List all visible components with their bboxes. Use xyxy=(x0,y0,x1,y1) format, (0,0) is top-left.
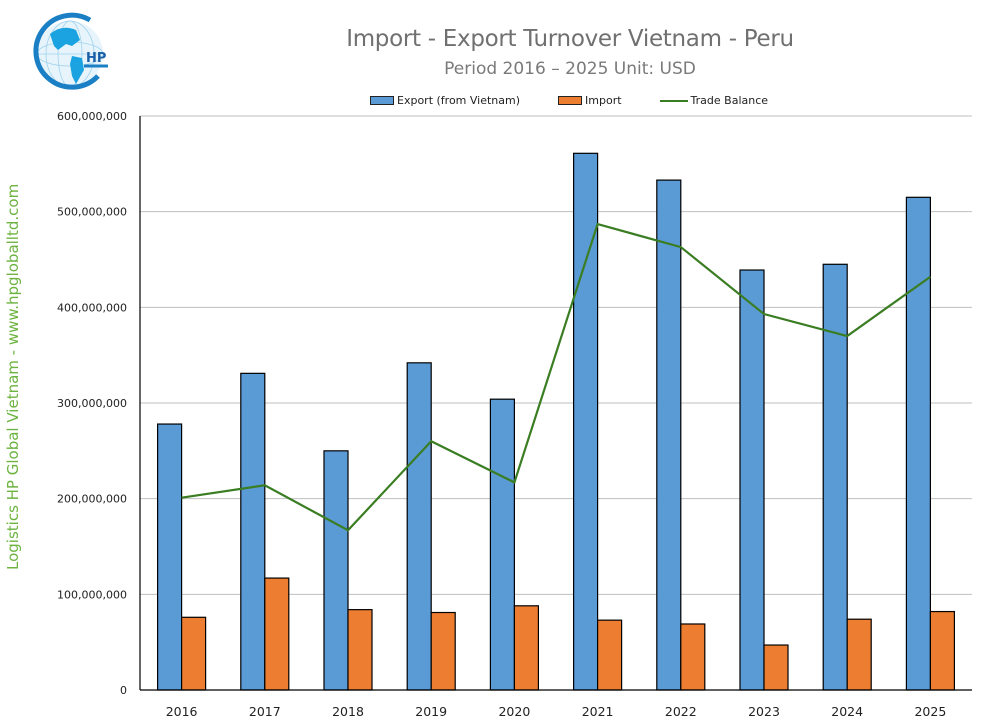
export-bar xyxy=(822,263,848,691)
chart-subtitle: Period 2016 – 2025 Unit: USD xyxy=(444,59,696,79)
import-bar xyxy=(596,619,623,691)
import-bar xyxy=(347,609,373,691)
legend-item-import: Import xyxy=(558,94,622,107)
export-bar xyxy=(656,179,682,691)
chart-legend: Export (from Vietnam) Import Trade Balan… xyxy=(370,94,806,107)
export-bar xyxy=(489,398,515,691)
import-bar xyxy=(846,618,872,691)
y-tick-label: 500,000,000 xyxy=(57,206,127,219)
legend-item-export: Export (from Vietnam) xyxy=(370,94,520,107)
import-bar xyxy=(929,610,956,691)
x-tick-label: 2023 xyxy=(748,704,780,719)
import-bar xyxy=(680,623,706,691)
legend-item-trade-balance: Trade Balance xyxy=(659,94,769,107)
x-tick-label: 2022 xyxy=(665,704,697,719)
y-tick-label: 100,000,000 xyxy=(57,588,127,601)
logo-text: HP xyxy=(86,51,106,66)
export-bar xyxy=(240,372,266,691)
import-swatch xyxy=(558,96,583,105)
x-tick-label: 2021 xyxy=(582,704,614,719)
y-tick-label: 400,000,000 xyxy=(57,301,127,314)
trade-balance-swatch xyxy=(659,99,688,102)
y-tick-label: 600,000,000 xyxy=(57,110,127,123)
y-axis-ticks: 0 100,000,000 200,000,000 300,000,000 400,00… xyxy=(57,110,127,697)
x-axis-ticks: 2016 2017 2018 2019 2020 2021 2022 2023 2024 2025 xyxy=(166,704,947,719)
import-bar xyxy=(763,644,789,691)
export-bar xyxy=(739,269,765,691)
import-bar xyxy=(264,577,290,691)
axes xyxy=(139,116,972,691)
export-swatch xyxy=(370,96,394,105)
legend-label-export: Export (from Vietnam) xyxy=(397,94,521,107)
export-bar xyxy=(157,423,183,691)
x-tick-label: 2018 xyxy=(332,704,364,719)
x-tick-label: 2017 xyxy=(249,704,281,719)
chart-title: Import - Export Turnover Vietnam - Peru xyxy=(346,26,794,52)
x-tick-label: 2025 xyxy=(914,704,946,719)
hp-global-logo: HP xyxy=(33,12,108,90)
x-tick-label: 2020 xyxy=(498,704,530,719)
y-tick-label: 0 xyxy=(120,684,127,697)
legend-label-trade-balance: Trade Balance xyxy=(690,94,769,107)
export-bar xyxy=(406,362,432,691)
x-tick-label: 2024 xyxy=(831,704,863,719)
y-tick-label: 200,000,000 xyxy=(57,493,127,506)
export-bar xyxy=(905,196,932,691)
import-bar xyxy=(430,611,456,691)
trade-balance-line xyxy=(181,222,932,532)
legend-label-import: Import xyxy=(585,94,622,107)
import-bar xyxy=(181,616,207,691)
bar-series xyxy=(157,152,956,691)
y-tick-label: 300,000,000 xyxy=(57,397,127,410)
export-bar xyxy=(572,152,599,691)
x-tick-label: 2019 xyxy=(415,704,447,719)
import-bar xyxy=(513,605,540,691)
trade-balance-polyline xyxy=(181,222,932,532)
x-tick-label: 2016 xyxy=(166,704,198,719)
export-bar xyxy=(323,450,349,691)
